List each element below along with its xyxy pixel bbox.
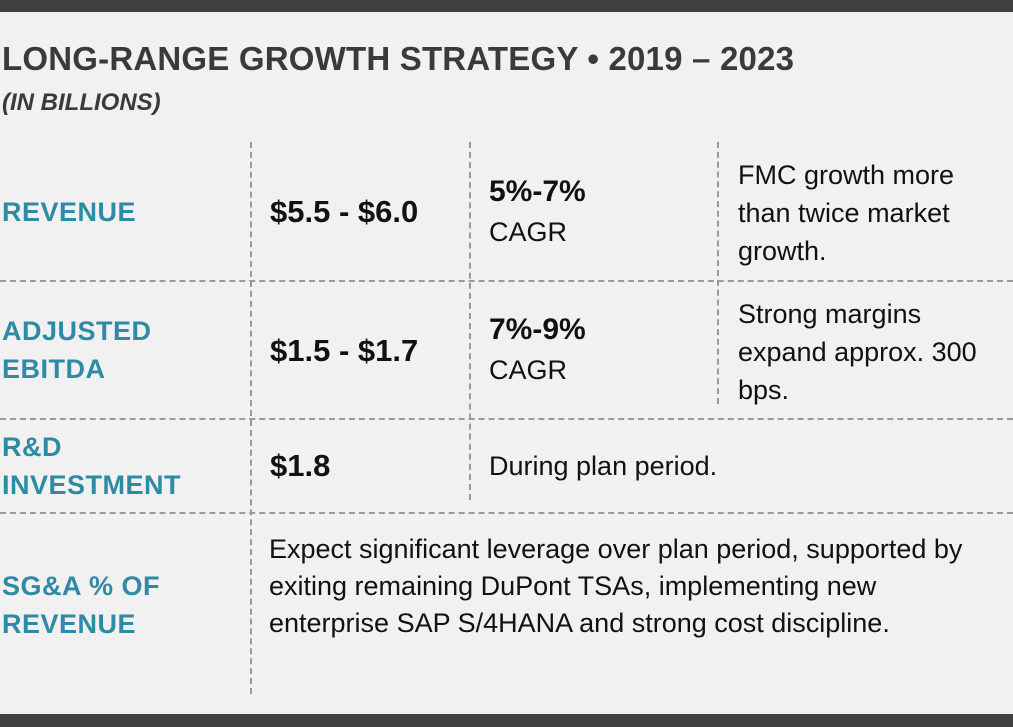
- note-adjusted-ebitda: Strong margins expand approx. 300 bps.: [738, 299, 977, 405]
- row-divider: [0, 280, 1013, 282]
- growth-label-adjusted-ebitda: CAGR: [489, 355, 568, 385]
- column-divider: [469, 142, 471, 500]
- row-divider: [0, 512, 1013, 514]
- metric-sga-percent-revenue: SG&A % OF REVENUE: [2, 571, 161, 639]
- value-adjusted-ebitda: $1.5 - $1.7: [270, 333, 419, 368]
- row-divider: [0, 418, 1013, 420]
- value-rd-investment: $1.8: [270, 448, 331, 483]
- note-revenue: FMC growth more than twice market growth…: [738, 160, 955, 266]
- page-subtitle: (IN BILLIONS): [2, 89, 161, 116]
- value-revenue: $5.5 - $6.0: [270, 194, 419, 229]
- note-rd-investment: During plan period.: [489, 451, 718, 481]
- growth-label-revenue: CAGR: [489, 217, 568, 247]
- growth-adjusted-ebitda: 7%-9%: [489, 313, 586, 346]
- metric-adjusted-ebitda: ADJUSTED EBITDA: [2, 316, 152, 384]
- page-title: LONG-RANGE GROWTH STRATEGY • 2019 – 2023: [2, 40, 795, 77]
- column-divider: [717, 142, 719, 404]
- bottom-rule: [0, 714, 1013, 727]
- note-sga-percent-revenue: Expect significant leverage over plan pe…: [269, 534, 963, 638]
- growth-revenue: 5%-7%: [489, 175, 586, 208]
- metric-rd-investment: R&D INVESTMENT: [2, 432, 182, 500]
- column-divider: [250, 142, 252, 694]
- top-rule: [0, 0, 1013, 12]
- metric-revenue: REVENUE: [2, 197, 137, 227]
